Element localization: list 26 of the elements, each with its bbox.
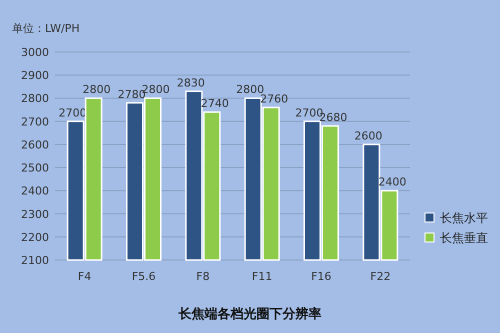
x-tick-label: F5.6	[132, 270, 156, 283]
x-tick-label: F11	[252, 270, 272, 283]
data-label: 2600	[354, 129, 382, 142]
y-tick-label: 2400	[21, 184, 49, 198]
data-label: 2830	[176, 76, 205, 90]
y-tick-label: 2200	[21, 230, 49, 244]
y-tick-label: 2300	[21, 208, 49, 221]
data-label: 2800	[82, 83, 111, 96]
legend-label: 长焦垂直	[440, 231, 488, 245]
y-axis-title: 单位：LW/PH	[12, 22, 80, 35]
data-label: 2740	[200, 97, 229, 110]
x-tick-label: F4	[78, 270, 92, 283]
y-tick-label: 2800	[21, 92, 49, 106]
x-tick-label: F8	[196, 270, 210, 283]
data-label: 2400	[378, 176, 406, 189]
x-tick-label: F16	[311, 270, 332, 283]
y-tick-label: 2500	[21, 162, 49, 175]
y-tick-label: 2100	[21, 254, 49, 267]
legend-label: 长焦水平	[440, 211, 488, 225]
data-label: 2780	[118, 88, 146, 101]
y-tick-label: 2600	[21, 138, 49, 152]
x-tick-label: F22	[370, 270, 391, 283]
y-tick-label: 3000	[21, 46, 49, 59]
y-tick-label: 2900	[21, 69, 49, 82]
text: 长焦端各档光圈下分辨率	[178, 306, 322, 322]
y-tick-label: 2700	[21, 115, 49, 128]
